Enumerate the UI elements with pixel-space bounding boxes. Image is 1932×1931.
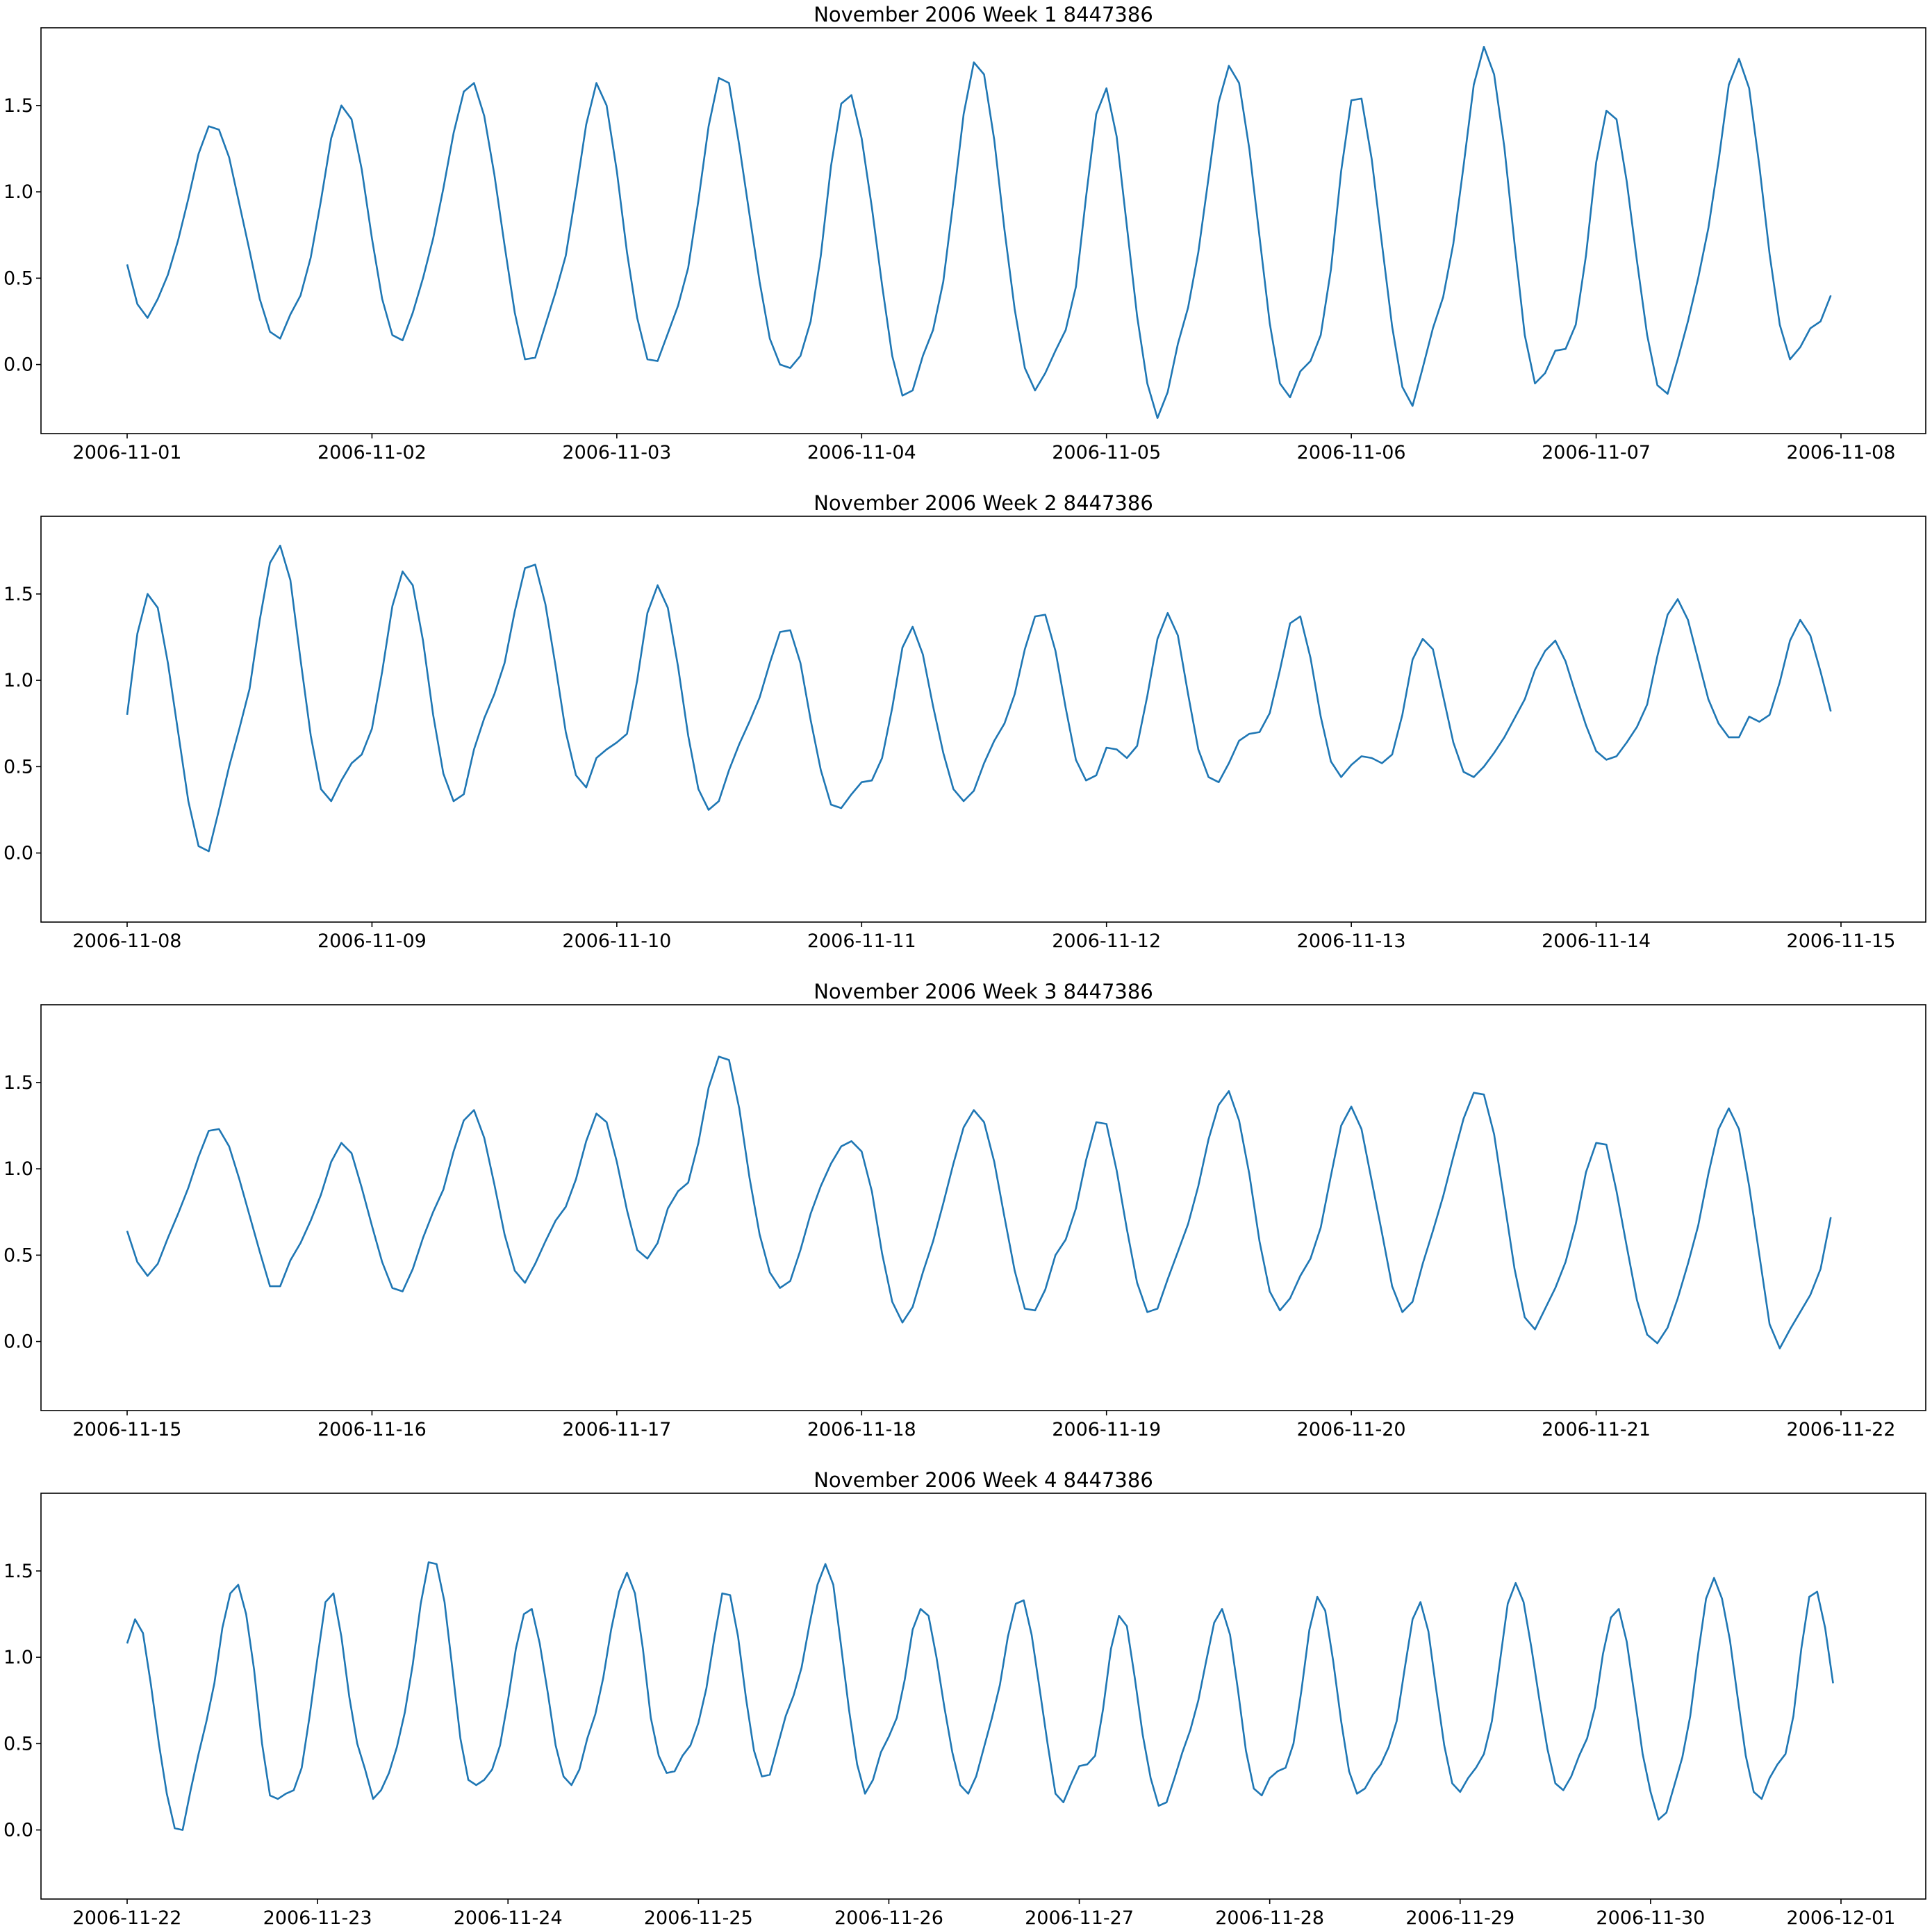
x-tick-label: 2006-11-13 [1297, 930, 1406, 952]
series-line [126, 46, 1832, 419]
y-tick-label: 1.0 [3, 181, 33, 203]
y-tick-label: 0.5 [3, 756, 33, 778]
y-tick-label: 1.5 [3, 1561, 33, 1582]
y-tick-label: 1.0 [3, 1647, 33, 1668]
x-tick-label: 2006-11-04 [807, 442, 916, 463]
x-tick-label: 2006-11-19 [1052, 1419, 1161, 1440]
series-line [126, 544, 1832, 853]
x-tick-label: 2006-11-15 [73, 1419, 182, 1440]
x-tick-label: 2006-11-08 [1787, 442, 1896, 463]
y-tick-label: 1.5 [3, 95, 33, 117]
chart-panel-2: November 2006 Week 2 8447386 0.0 0.5 1.0 1.5… [3, 491, 1926, 952]
x-tick-label: 2006-11-11 [807, 930, 916, 952]
x-tick-label: 2006-11-16 [317, 1419, 427, 1440]
x-tick-label: 2006-11-18 [807, 1419, 916, 1440]
x-tick-label: 2006-11-08 [73, 930, 182, 952]
x-tick-label: 2006-11-12 [1052, 930, 1161, 952]
series-line [126, 1055, 1832, 1349]
x-tick-label: 2006-11-26 [834, 1907, 943, 1929]
axes-frame [40, 1004, 1926, 1411]
x-tick-label: 2006-11-05 [1052, 442, 1161, 463]
x-tick-label: 2006-11-27 [1025, 1907, 1134, 1929]
axes-frame [40, 516, 1926, 923]
x-tick-label: 2006-11-29 [1405, 1907, 1514, 1929]
chart-title: November 2006 Week 3 8447386 [814, 980, 1153, 1003]
x-tick-label: 2006-11-22 [73, 1907, 182, 1929]
axes-frame [40, 1493, 1926, 1900]
y-tick-label: 0.0 [3, 1820, 33, 1841]
chart-panel-4: November 2006 Week 4 8447386 0.0 0.5 1.0 1.5… [3, 1468, 1926, 1929]
y-tick-label: 0.5 [3, 1244, 33, 1266]
x-tick-label: 2006-11-09 [317, 930, 427, 952]
x-tick-label: 2006-11-14 [1542, 930, 1651, 952]
y-tick-label: 1.5 [3, 584, 33, 605]
x-tick-label: 2006-11-24 [454, 1907, 563, 1929]
chart-panel-1: November 2006 Week 1 8447386 0.0 0.5 1.0 1.5… [3, 3, 1926, 463]
x-tick-label: 2006-11-06 [1297, 442, 1406, 463]
chart-panel-3: November 2006 Week 3 8447386 0.0 0.5 1.0 1.5… [3, 980, 1926, 1440]
y-tick-label: 0.5 [3, 268, 33, 289]
series-line [126, 1561, 1834, 1831]
x-tick-label: 2006-12-01 [1787, 1907, 1896, 1929]
chart-title: November 2006 Week 2 8447386 [814, 491, 1153, 515]
x-tick-label: 2006-11-15 [1787, 930, 1896, 952]
y-tick-label: 1.5 [3, 1072, 33, 1094]
x-tick-label: 2006-11-03 [562, 442, 671, 463]
y-tick-label: 0.0 [3, 843, 33, 864]
y-tick-label: 0.0 [3, 354, 33, 376]
axes-frame [40, 27, 1926, 434]
y-tick-label: 1.0 [3, 670, 33, 691]
x-tick-label: 2006-11-10 [562, 930, 671, 952]
x-tick-label: 2006-11-07 [1542, 442, 1651, 463]
chart-title: November 2006 Week 1 8447386 [814, 3, 1153, 26]
x-tick-label: 2006-11-23 [263, 1907, 372, 1929]
x-tick-label: 2006-11-30 [1596, 1907, 1705, 1929]
x-tick-label: 2006-11-02 [317, 442, 427, 463]
y-tick-label: 0.5 [3, 1733, 33, 1755]
x-tick-label: 2006-11-21 [1542, 1419, 1651, 1440]
x-tick-label: 2006-11-25 [644, 1907, 753, 1929]
x-tick-label: 2006-11-28 [1215, 1907, 1324, 1929]
y-tick-label: 1.0 [3, 1158, 33, 1180]
x-tick-label: 2006-11-01 [73, 442, 182, 463]
x-tick-label: 2006-11-20 [1297, 1419, 1406, 1440]
x-tick-label: 2006-11-22 [1787, 1419, 1896, 1440]
chart-title: November 2006 Week 4 8447386 [814, 1468, 1153, 1492]
y-tick-label: 0.0 [3, 1331, 33, 1353]
x-tick-label: 2006-11-17 [562, 1419, 671, 1440]
